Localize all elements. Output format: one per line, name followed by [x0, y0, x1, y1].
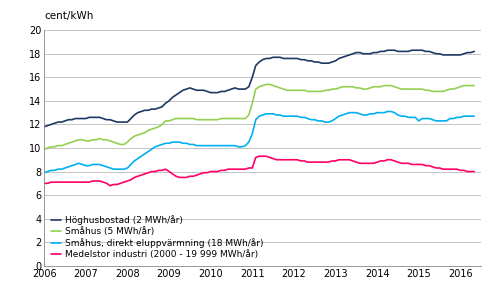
Line: Småhus (5 MWh/år): Småhus (5 MWh/år)	[44, 84, 474, 149]
Höghusbostad (2 MWh/år)	[447, 53, 453, 57]
Småhus, direkt eluppvärmning (18 MWh/år)	[471, 114, 477, 118]
Höghusbostad (2 MWh/år)	[384, 48, 390, 52]
Line: Höghusbostad (2 MWh/år): Höghusbostad (2 MWh/år)	[44, 50, 474, 127]
Småhus, direkt eluppvärmning (18 MWh/år)	[142, 152, 148, 156]
Småhus (5 MWh/år)	[471, 84, 477, 87]
Småhus, direkt eluppvärmning (18 MWh/år)	[406, 116, 411, 119]
Höghusbostad (2 MWh/år)	[152, 107, 158, 111]
Höghusbostad (2 MWh/år)	[41, 125, 47, 129]
Småhus, direkt eluppvärmning (18 MWh/år)	[447, 117, 453, 120]
Småhus, direkt eluppvärmning (18 MWh/år)	[308, 118, 314, 121]
Medelstor industri (2000 - 19 999 MWh/år)	[41, 182, 47, 185]
Medelstor industri (2000 - 19 999 MWh/år)	[419, 163, 425, 166]
Medelstor industri (2000 - 19 999 MWh/år)	[315, 160, 321, 164]
Småhus (5 MWh/år)	[312, 90, 318, 93]
Line: Medelstor industri (2000 - 19 999 MWh/år): Medelstor industri (2000 - 19 999 MWh/år…	[44, 156, 474, 186]
Småhus (5 MWh/år)	[152, 126, 158, 130]
Höghusbostad (2 MWh/år)	[406, 50, 411, 53]
Småhus (5 MWh/år)	[142, 131, 148, 134]
Höghusbostad (2 MWh/år)	[416, 48, 422, 52]
Legend: Höghusbostad (2 MWh/år), Småhus (5 MWh/år), Småhus, direkt eluppvärmning (18 MWh: Höghusbostad (2 MWh/år), Småhus (5 MWh/å…	[49, 213, 265, 261]
Småhus (5 MWh/år)	[406, 87, 411, 91]
Höghusbostad (2 MWh/år)	[471, 50, 477, 53]
Medelstor industri (2000 - 19 999 MWh/år)	[409, 163, 415, 166]
Småhus (5 MWh/år)	[416, 87, 422, 91]
Text: cent/kWh: cent/kWh	[44, 11, 94, 21]
Småhus (5 MWh/år)	[41, 147, 47, 151]
Medelstor industri (2000 - 19 999 MWh/år)	[256, 154, 262, 158]
Höghusbostad (2 MWh/år)	[142, 108, 148, 112]
Småhus, direkt eluppvärmning (18 MWh/år)	[41, 171, 47, 175]
Småhus, direkt eluppvärmning (18 MWh/år)	[384, 110, 390, 113]
Medelstor industri (2000 - 19 999 MWh/år)	[450, 167, 456, 171]
Medelstor industri (2000 - 19 999 MWh/år)	[156, 169, 162, 172]
Medelstor industri (2000 - 19 999 MWh/år)	[471, 170, 477, 173]
Medelstor industri (2000 - 19 999 MWh/år)	[145, 171, 151, 175]
Småhus, direkt eluppvärmning (18 MWh/år)	[152, 145, 158, 149]
Medelstor industri (2000 - 19 999 MWh/år)	[107, 184, 113, 188]
Småhus (5 MWh/år)	[447, 87, 453, 91]
Småhus, direkt eluppvärmning (18 MWh/år)	[416, 119, 422, 123]
Line: Småhus, direkt eluppvärmning (18 MWh/år): Småhus, direkt eluppvärmning (18 MWh/år)	[44, 111, 474, 173]
Höghusbostad (2 MWh/år)	[308, 59, 314, 63]
Småhus (5 MWh/år)	[263, 82, 269, 86]
